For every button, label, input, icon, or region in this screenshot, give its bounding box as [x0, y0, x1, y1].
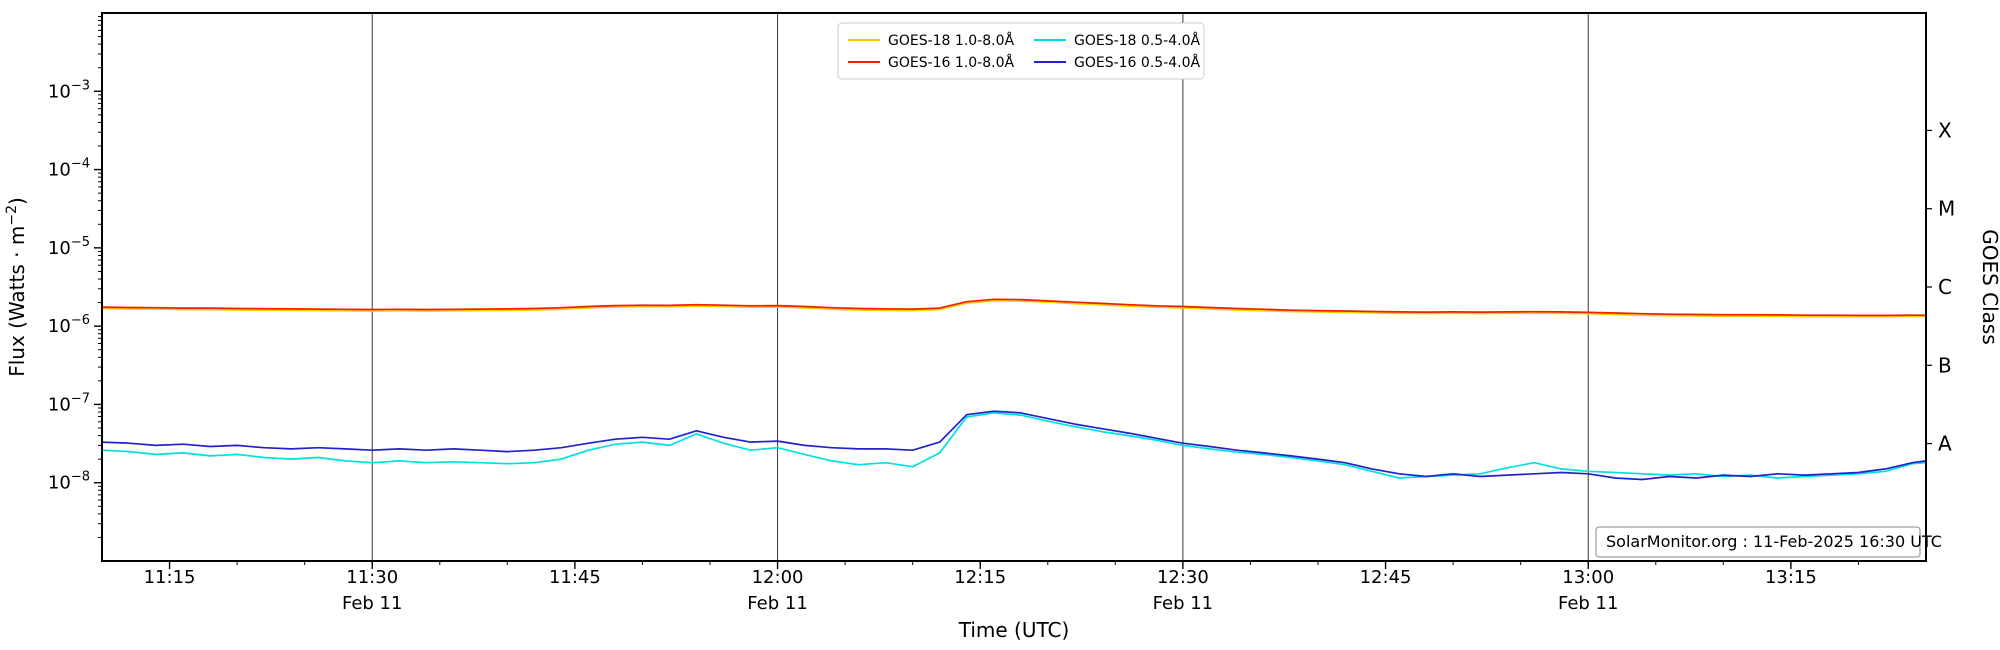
annotation-text: SolarMonitor.org : 11-Feb-2025 16:30 UTC — [1606, 532, 1942, 551]
x-tick-sublabel: Feb 11 — [1153, 593, 1214, 614]
legend: GOES-18 1.0-8.0Å GOES-16 1.0-8.0Å GOES-18 … — [837, 22, 1205, 80]
x-tick-sublabel: Feb 11 — [747, 593, 808, 614]
goes-class-letter: M — [1938, 197, 1955, 221]
series-line-goes-18-0-5-4-0- — [101, 412, 1927, 479]
x-tick-label: 11:45 — [549, 567, 601, 588]
goes-class-letter: B — [1938, 353, 1952, 377]
legend-box — [837, 22, 1205, 80]
x-tick-label: 12:15 — [954, 567, 1006, 588]
y-tick-label: 10−7 — [48, 391, 90, 415]
gridlines — [371, 13, 1589, 561]
x-tick-label: 12:30 — [1157, 567, 1209, 588]
y-tick-label: 10−3 — [48, 78, 90, 102]
legend-item-goes-16-0-5-4-0-: GOES-16 0.5-4.0Å — [1034, 54, 1200, 71]
x-tick-label: 13:00 — [1562, 567, 1614, 588]
y-tick-label: 10−5 — [48, 235, 90, 259]
series-group — [101, 298, 1927, 481]
series-line-goes-16-1-0-8-0- — [101, 298, 1927, 317]
legend-label: GOES-16 1.0-8.0Å — [888, 54, 1014, 71]
annotation: SolarMonitor.org : 11-Feb-2025 16:30 UTC — [1595, 526, 1942, 558]
legend-label: GOES-16 0.5-4.0Å — [1074, 54, 1200, 71]
y-tick-label: 10−4 — [48, 157, 90, 181]
x-tick-sublabel: Feb 11 — [1558, 593, 1619, 614]
y-tick-label: 10−8 — [48, 470, 90, 494]
series-line-goes-16-0-5-4-0- — [101, 410, 1927, 481]
y-tick-label: 10−6 — [48, 313, 90, 337]
annotation-box — [1595, 526, 1921, 558]
legend-item-goes-18-1-0-8-0-: GOES-18 1.0-8.0Å — [848, 32, 1014, 49]
legend-item-goes-16-1-0-8-0-: GOES-16 1.0-8.0Å — [848, 54, 1014, 71]
x-tick-label: 13:15 — [1765, 567, 1817, 588]
goes-class-axis: X M C B A — [1926, 118, 1955, 456]
x-tick-label: 11:30 — [346, 567, 398, 588]
x-tick-label: 11:15 — [144, 567, 196, 588]
legend-item-goes-18-0-5-4-0-: GOES-18 0.5-4.0Å — [1034, 32, 1200, 49]
series-line-goes-18-1-0-8-0- — [101, 299, 1927, 318]
goes-class-letter: X — [1938, 118, 1952, 142]
legend-label: GOES-18 1.0-8.0Å — [888, 32, 1014, 49]
x-tick-label: 12:00 — [752, 567, 804, 588]
chart-frame — [101, 12, 1927, 562]
goes-class-letter: C — [1938, 275, 1952, 299]
x-tick-sublabel: Feb 11 — [342, 593, 403, 614]
goes-class-letter: A — [1938, 432, 1952, 456]
y-axis-right-label: GOES Class — [1978, 229, 2000, 345]
legend-label: GOES-18 0.5-4.0Å — [1074, 32, 1200, 49]
x-axis-ticks: 11:15 11:30 Feb 11 11:45 12:00 Feb 11 12:15 12:… — [144, 561, 1859, 614]
y-axis-label: Flux (Watts · m−2) — [4, 197, 29, 377]
x-tick-label: 12:45 — [1360, 567, 1412, 588]
x-axis-label: Time (UTC) — [958, 618, 1070, 642]
